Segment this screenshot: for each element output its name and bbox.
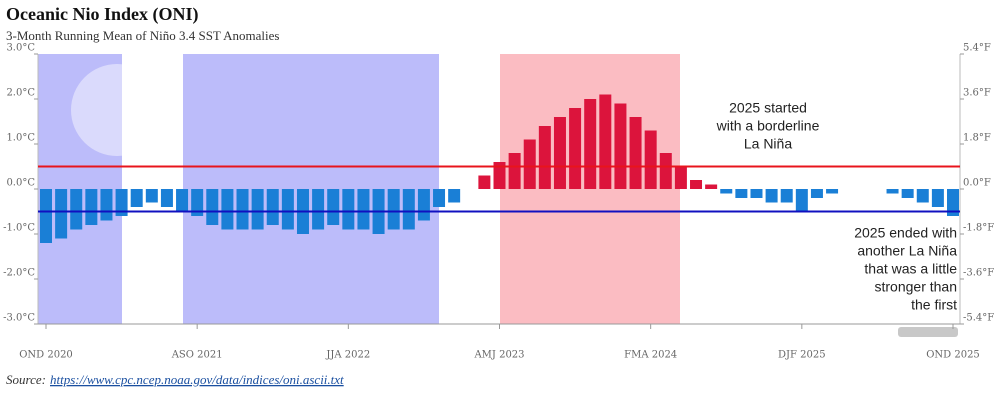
bar bbox=[659, 153, 672, 189]
bar bbox=[70, 189, 83, 230]
y2-tick-label: -5.4°F bbox=[963, 313, 994, 324]
bar bbox=[448, 189, 461, 203]
bar bbox=[765, 189, 778, 203]
bar bbox=[690, 180, 703, 189]
y-tick-label: 0.0°C bbox=[6, 178, 35, 189]
bar bbox=[538, 126, 551, 189]
bar bbox=[115, 189, 128, 216]
bar bbox=[916, 189, 929, 203]
bar bbox=[810, 189, 823, 198]
y2-tick-label: 1.8°F bbox=[963, 133, 991, 144]
bar bbox=[221, 189, 234, 230]
bar bbox=[417, 189, 430, 221]
bar bbox=[40, 189, 52, 243]
annotation: another La Niña bbox=[857, 243, 957, 259]
bar bbox=[281, 189, 294, 230]
bar bbox=[705, 184, 718, 189]
bar bbox=[644, 130, 657, 189]
source-label: Source: bbox=[6, 372, 46, 387]
x-tick-label: OND 2020 bbox=[19, 350, 73, 361]
y-tick-label: -3.0°C bbox=[3, 313, 35, 324]
bar bbox=[55, 189, 68, 239]
x-tick-label: AMJ 2023 bbox=[473, 350, 524, 361]
bar bbox=[478, 175, 491, 189]
y2-tick-label: 3.6°F bbox=[963, 88, 991, 99]
bar bbox=[176, 189, 189, 212]
bar bbox=[750, 189, 763, 198]
bar bbox=[100, 189, 113, 221]
bar bbox=[674, 166, 687, 189]
bar bbox=[569, 108, 582, 189]
scrollbar[interactable] bbox=[898, 327, 958, 337]
bar bbox=[886, 189, 899, 194]
bar bbox=[493, 162, 506, 189]
bar bbox=[357, 189, 370, 230]
bar bbox=[206, 189, 219, 225]
bar bbox=[584, 99, 597, 189]
annotation: that was a little bbox=[864, 261, 957, 277]
bar bbox=[614, 103, 627, 189]
bar bbox=[931, 189, 944, 207]
y-tick-label: 2.0°C bbox=[6, 88, 35, 99]
bar bbox=[508, 153, 521, 189]
y-tick-label: 1.0°C bbox=[6, 133, 35, 144]
x-tick-label: DJF 2025 bbox=[778, 350, 826, 361]
logo bbox=[71, 64, 163, 156]
annotation: the first bbox=[911, 297, 957, 313]
x-tick-label: OND 2025 bbox=[926, 350, 980, 361]
bar bbox=[780, 189, 793, 203]
bar bbox=[251, 189, 264, 230]
annotation: 2025 ended with bbox=[854, 225, 957, 241]
bar bbox=[145, 189, 158, 203]
bar bbox=[236, 189, 249, 230]
bar bbox=[599, 94, 612, 189]
x-tick-label: FMA 2024 bbox=[624, 350, 677, 361]
y2-tick-label: -3.6°F bbox=[963, 268, 994, 279]
bar bbox=[266, 189, 279, 225]
chart-subtitle: 3-Month Running Mean of Niño 3.4 SST Ano… bbox=[6, 28, 279, 43]
bar bbox=[327, 189, 340, 225]
bar bbox=[387, 189, 400, 230]
y-tick-label: -1.0°C bbox=[3, 223, 35, 234]
bar bbox=[826, 189, 839, 194]
annotation: with a borderline bbox=[716, 118, 820, 134]
annotation: La Niña bbox=[744, 136, 792, 152]
bar bbox=[342, 189, 355, 230]
bar bbox=[720, 189, 733, 194]
y-tick-label: 3.0°C bbox=[6, 43, 35, 54]
x-tick-label: ASO 2021 bbox=[171, 350, 223, 361]
annotation: stronger than bbox=[875, 279, 958, 295]
bar bbox=[795, 189, 808, 212]
bar bbox=[130, 189, 143, 207]
chart-title: Oceanic Nio Index (ONI) bbox=[6, 4, 199, 25]
bar bbox=[523, 139, 536, 189]
bar bbox=[312, 189, 325, 230]
bar bbox=[402, 189, 415, 230]
x-tick-label: JJA 2022 bbox=[325, 350, 370, 361]
bar bbox=[160, 189, 173, 207]
bar bbox=[947, 189, 959, 216]
source-link[interactable]: https://www.cpc.ncep.noaa.gov/data/indic… bbox=[50, 372, 344, 387]
bar bbox=[433, 189, 446, 207]
bar bbox=[553, 117, 566, 189]
bar bbox=[191, 189, 204, 216]
annotation: 2025 started bbox=[729, 100, 807, 116]
y-tick-label: -2.0°C bbox=[3, 268, 35, 279]
bar bbox=[85, 189, 98, 225]
bar bbox=[901, 189, 914, 198]
bar bbox=[629, 117, 642, 189]
y2-tick-label: -1.8°F bbox=[963, 223, 994, 234]
bar bbox=[735, 189, 748, 198]
y2-tick-label: 5.4°F bbox=[963, 43, 991, 54]
y2-tick-label: 0.0°F bbox=[963, 178, 991, 189]
